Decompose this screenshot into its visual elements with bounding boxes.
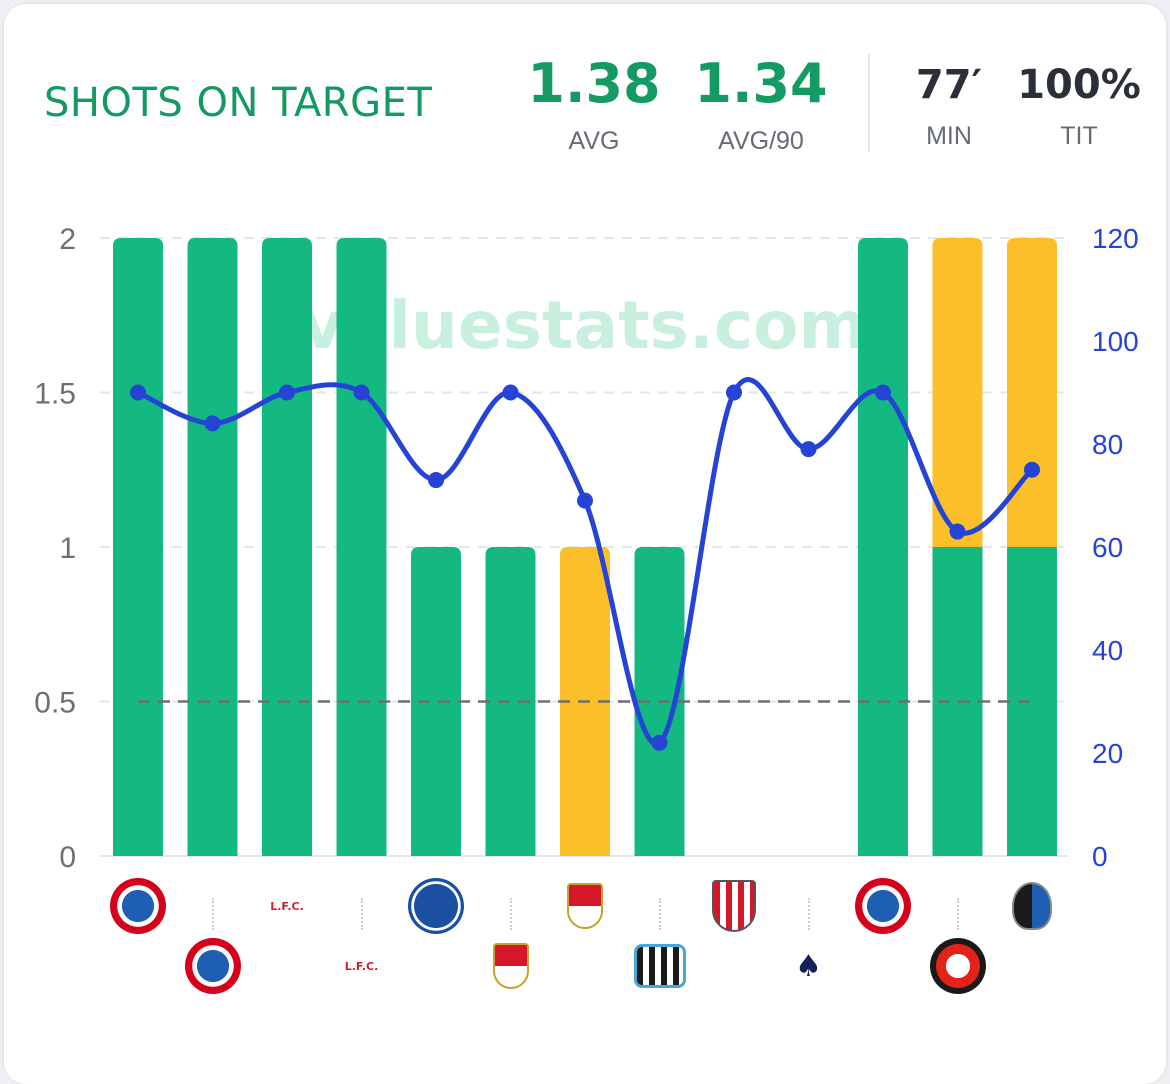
crest-connector (509, 898, 512, 930)
bayern-crest-icon (855, 878, 911, 934)
bayern-crest-icon (110, 878, 166, 934)
bar-yellow (932, 238, 983, 547)
monaco-crest-icon (567, 883, 603, 929)
y-axis-tick-label: 1.5 (34, 378, 76, 411)
bar-green (411, 547, 461, 856)
bar-green (187, 238, 238, 856)
stat-avg-value: 1.38 (527, 52, 661, 115)
stat-tit-value: 100% (1017, 62, 1141, 108)
minutes-point (800, 441, 817, 458)
y2-axis-tick-label: 100 (1092, 326, 1139, 357)
bar-green (858, 238, 908, 856)
stat-min-label: MIN (926, 122, 972, 150)
minutes-point (353, 384, 370, 401)
bar-green (1007, 547, 1057, 856)
y2-axis-tick-label: 20 (1092, 738, 1123, 769)
y2-axis-tick-label: 60 (1092, 532, 1123, 563)
stat-avg-label: AVG (568, 127, 620, 155)
bar-green (485, 547, 536, 856)
bayern-crest-icon (184, 938, 241, 994)
stats-divider (868, 54, 870, 152)
stat-avg90: 1.34 AVG/90 (688, 52, 834, 156)
crest-connector (658, 898, 661, 930)
liverpool-crest-icon: L.F.C. (344, 959, 379, 973)
minutes-point (949, 523, 966, 540)
card-title: SHOTS ON TARGET (44, 80, 433, 126)
bar-green (932, 547, 983, 856)
stat-avg90-value: 1.34 (694, 52, 828, 115)
bar-green (336, 238, 387, 856)
stat-min-value: 77′ (915, 62, 983, 108)
minutes-point (428, 472, 444, 489)
y-axis-tick-label: 1 (59, 532, 76, 565)
liverpool-crest-icon: L.F.C. (270, 899, 304, 913)
bar-green (262, 238, 312, 856)
leverkusen-crest-icon (929, 938, 986, 994)
atalanta-crest-icon (1012, 882, 1052, 930)
y2-axis-tick-label: 120 (1092, 223, 1139, 254)
stat-tit-label: TIT (1060, 122, 1098, 150)
watermark: valuestats.com (301, 287, 867, 364)
crest-connector (807, 898, 810, 930)
spurs-crest-icon: ♠ (795, 948, 822, 984)
minutes-point (204, 415, 221, 432)
minutes-point (577, 492, 593, 509)
minutes-point (1024, 461, 1040, 478)
crest-connector (956, 898, 959, 930)
minutes-point (502, 384, 519, 401)
athletic-crest-icon (712, 880, 756, 932)
minutes-point (875, 384, 891, 401)
crest-connector (211, 898, 214, 930)
crest-connector (360, 898, 363, 930)
stat-avg: 1.38 AVG (524, 52, 664, 156)
monaco-crest-icon (492, 943, 529, 989)
y2-axis-tick-label: 40 (1092, 635, 1123, 666)
stat-avg90-label: AVG/90 (718, 127, 804, 155)
bar-green (113, 238, 163, 856)
y-axis-tick-label: 2 (59, 223, 76, 256)
minutes-point (651, 734, 668, 751)
y-axis-tick-label: 0 (59, 841, 76, 874)
newcastle-crest-icon (633, 944, 686, 988)
y2-axis-tick-label: 0 (1092, 841, 1108, 872)
chelsea-crest-icon (408, 878, 464, 934)
minutes-point (279, 384, 295, 401)
minutes-point (726, 384, 742, 401)
stat-min: 77′ MIN (894, 62, 1004, 151)
y2-axis-tick-label: 80 (1092, 429, 1123, 460)
y-axis-tick-label: 0.5 (34, 687, 76, 720)
stat-tit: 100% TIT (1014, 62, 1144, 151)
bar-yellow (1007, 238, 1057, 547)
minutes-point (130, 384, 146, 401)
